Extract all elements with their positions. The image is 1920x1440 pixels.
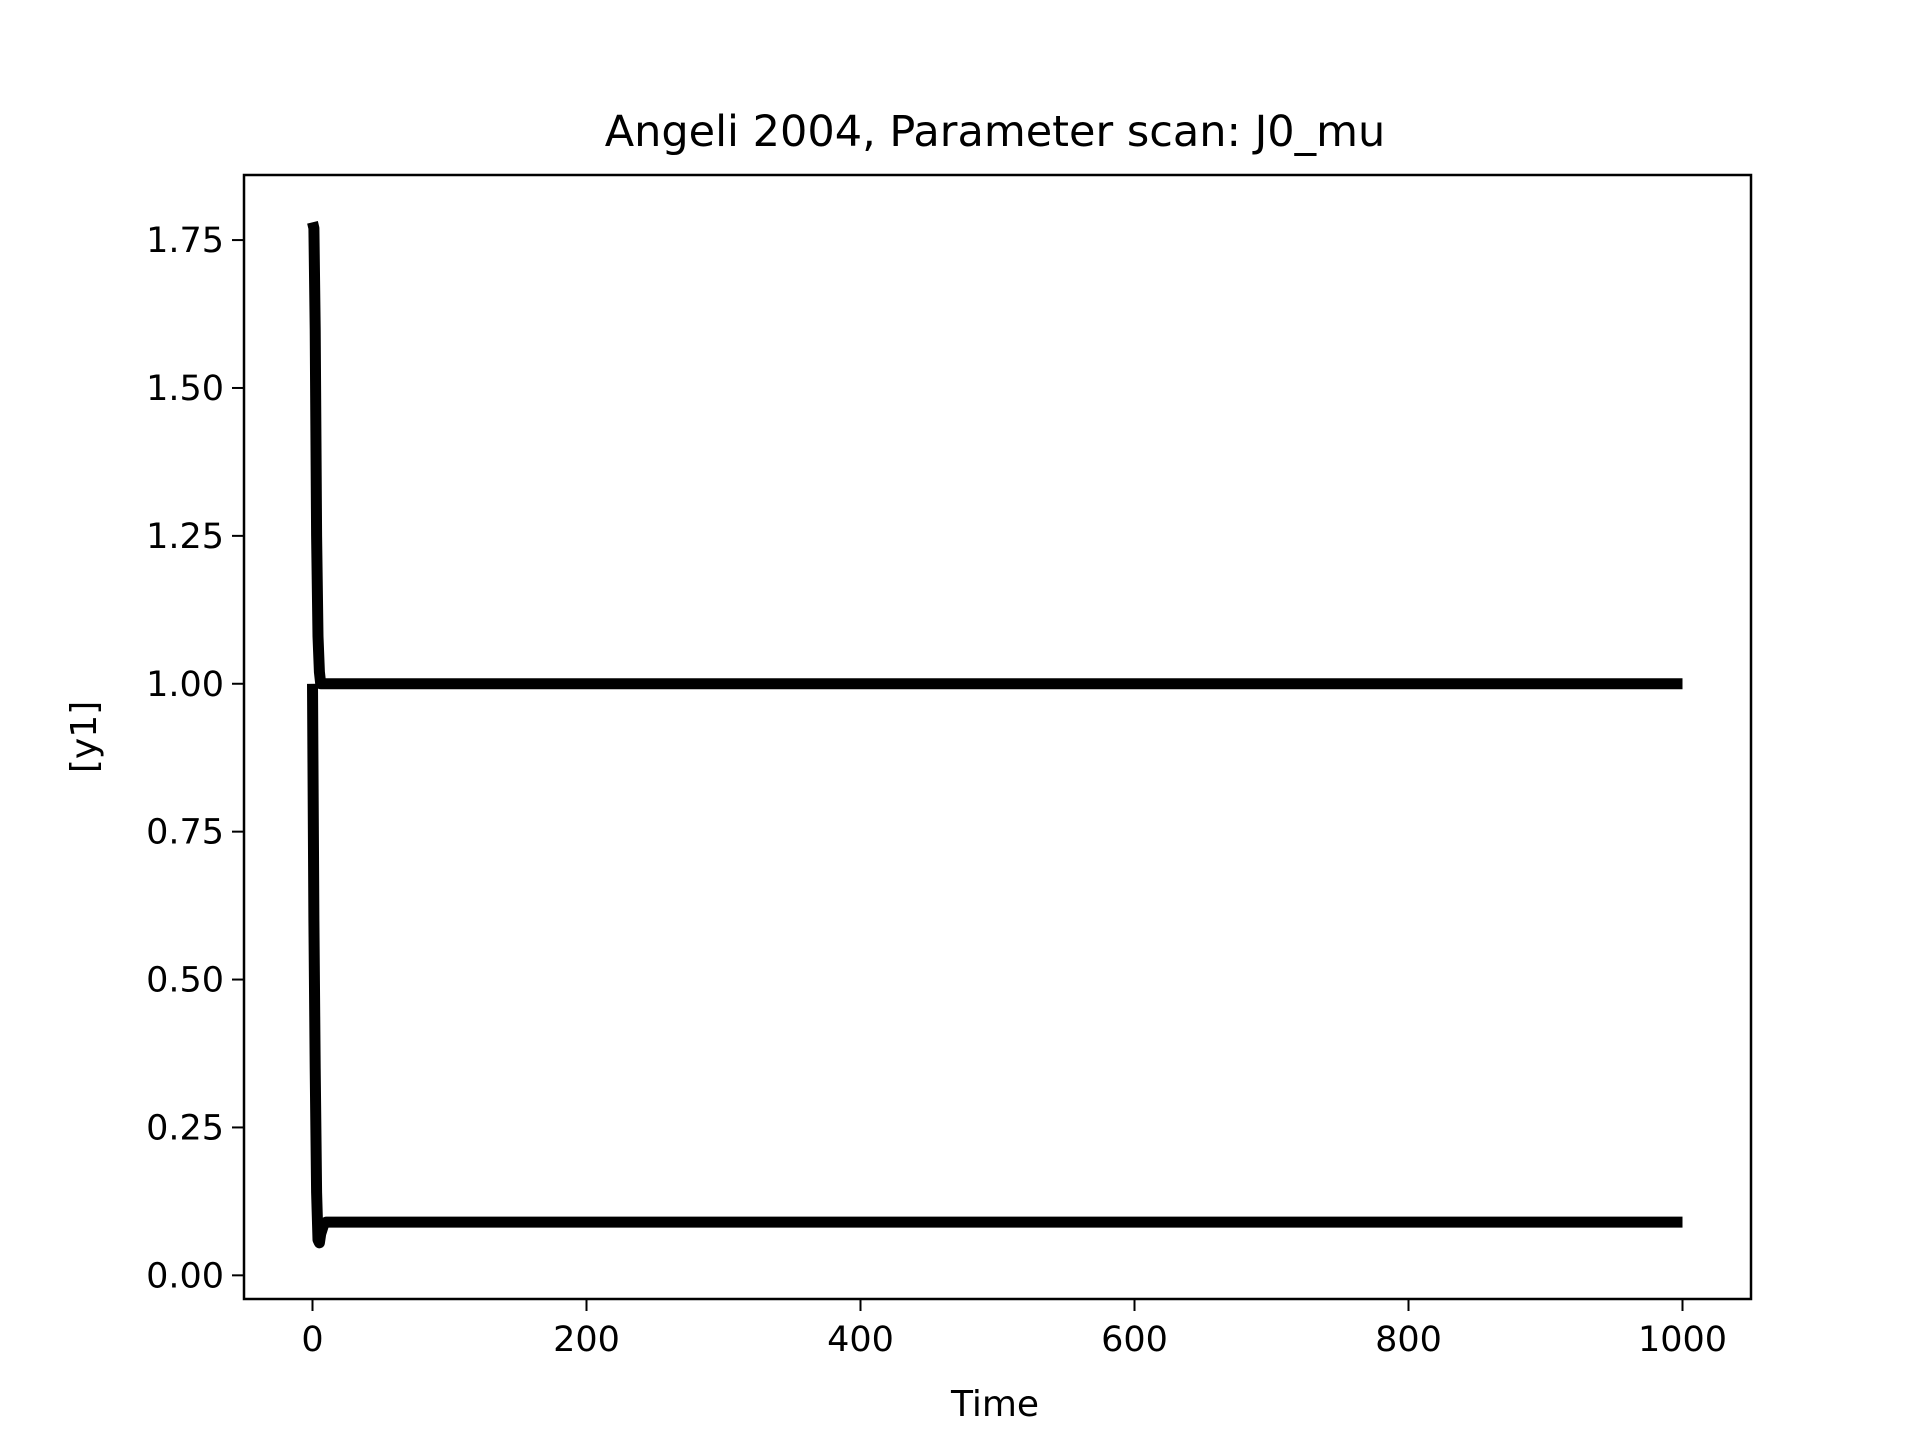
series-layer (307, 221, 1683, 1249)
x-tick-label: 0 (301, 1320, 323, 1360)
y-tick-label: 0.50 (146, 961, 224, 1001)
plot-frame (242, 173, 1753, 1301)
y-tick-label: 1.00 (146, 665, 224, 705)
x-tick-label: 1000 (1638, 1320, 1727, 1360)
y-tick-label: 1.75 (146, 221, 224, 261)
y-tick-label: 1.50 (146, 369, 224, 409)
y-tick-label: 1.25 (146, 517, 224, 557)
y-axis-label: [y1] (64, 701, 105, 773)
x-tick-label: 800 (1375, 1320, 1442, 1360)
y-axis: 0.00 0.25 0.50 0.75 1.00 1.25 1.50 1.75 (146, 221, 244, 1296)
x-tick-label: 200 (553, 1320, 620, 1360)
series-line-1 (307, 221, 1683, 690)
x-axis-label: Time (950, 1384, 1039, 1425)
x-axis: 0 200 400 600 800 1000 (301, 1299, 1727, 1360)
y-tick-label: 0.00 (146, 1256, 224, 1296)
y-tick-label: 0.25 (146, 1108, 224, 1148)
y-tick-label: 0.75 (146, 813, 224, 853)
x-tick-label: 600 (1101, 1320, 1168, 1360)
series-line-2 (307, 683, 1683, 1249)
chart-title: Angeli 2004, Parameter scan: J0_mu (605, 107, 1386, 157)
x-tick-label: 400 (827, 1320, 894, 1360)
